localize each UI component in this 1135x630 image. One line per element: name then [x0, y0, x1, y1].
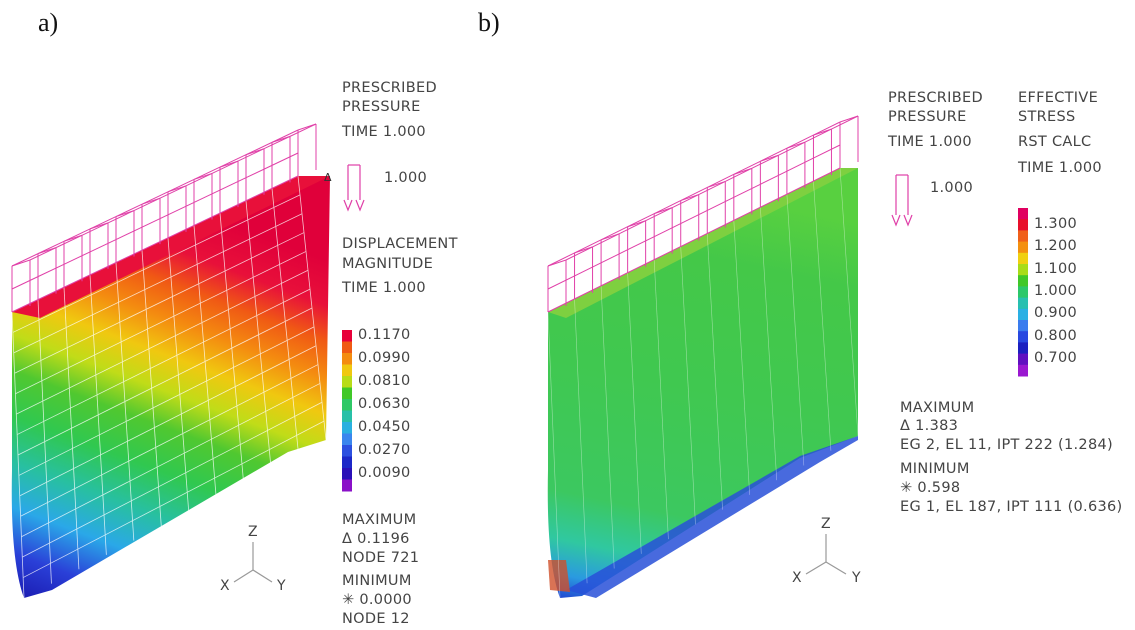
panel-a-max-marker-icon: Δ	[324, 171, 332, 184]
panel-b-load-value: 1.000	[930, 180, 974, 196]
color-scale-swatch	[342, 399, 352, 411]
color-scale-swatch	[342, 456, 352, 469]
color-scale-label: 0.0090	[358, 464, 411, 481]
color-scale-swatch	[342, 410, 352, 423]
panel-a-min-title: MINIMUM	[342, 573, 412, 589]
color-scale-swatch	[1018, 353, 1028, 366]
panel-a-max-location: NODE 721	[342, 550, 420, 566]
panel-a-axis-x-label: X	[220, 578, 230, 594]
color-scale-label: 0.0810	[358, 372, 411, 389]
panel-b-pressure-arrow-icon	[891, 174, 913, 227]
panel-a-field-title-1: DISPLACEMENT	[342, 236, 458, 252]
panel-b-wall-top	[548, 168, 858, 318]
color-scale-swatch	[1018, 364, 1028, 377]
panel-a-axis-z-label: Z	[248, 524, 258, 540]
color-scale-swatch	[342, 387, 352, 400]
color-scale-swatch	[342, 422, 352, 434]
panel-b-axis-triad-icon	[805, 534, 847, 575]
color-scale-swatch	[342, 364, 352, 377]
color-scale-label: 0.700	[1034, 350, 1078, 367]
color-scale-label: 0.900	[1034, 305, 1078, 322]
panel-b-max-location: EG 2, EL 11, IPT 222 (1.284)	[900, 437, 1113, 453]
panel-a-min-value: ✳ 0.0000	[342, 592, 412, 608]
color-scale-label: 0.0630	[358, 395, 411, 412]
panel-a-max-value: Δ 0.1196	[342, 531, 410, 547]
color-scale-label: 0.0270	[358, 441, 411, 458]
color-scale-swatch	[342, 376, 352, 388]
color-scale-swatch	[342, 353, 352, 365]
panel-a-load-title-2: PRESSURE	[342, 99, 421, 115]
color-scale-swatch	[1018, 208, 1028, 220]
panel-b-field-title-2: STRESS	[1018, 109, 1076, 125]
panel-b-max-title: MAXIMUM	[900, 400, 975, 416]
panel-b-pressure-frame	[547, 115, 859, 313]
color-scale-label: 1.200	[1034, 238, 1078, 255]
color-scale-label: 1.000	[1034, 283, 1078, 299]
panel-b-min-value: ✳ 0.598	[900, 480, 961, 496]
panel-a-min-location: NODE 12	[342, 611, 410, 627]
panel-a-label: a)	[38, 8, 59, 37]
color-scale-label: 1.300	[1034, 215, 1078, 232]
color-scale-label: 0.800	[1034, 327, 1078, 344]
panel-b-min-title: MINIMUM	[900, 461, 970, 477]
panel-a-field-time: TIME 1.000	[342, 280, 426, 296]
panel-a-pressure-frame	[11, 123, 317, 313]
panel-b-field-calc: RST CALC	[1018, 134, 1092, 150]
panel-b-axis-y-label: Y	[852, 570, 861, 586]
panel-a-axis-triad-icon	[233, 542, 273, 583]
panel-b-axis-x-label: X	[792, 570, 802, 586]
panel-b-load-title-2: PRESSURE	[888, 109, 967, 125]
color-scale-swatch	[342, 433, 352, 446]
color-scale-swatch	[1018, 297, 1028, 310]
color-scale-swatch	[342, 468, 352, 480]
panel-b-wall-front	[547, 168, 858, 598]
panel-a-load-title-1: PRESCRIBED	[342, 80, 437, 96]
panel-a-load-time: TIME 1.000	[342, 124, 426, 140]
panel-b-field-title-1: EFFECTIVE	[1018, 90, 1099, 106]
panel-a-load-value: 1.000	[384, 170, 428, 186]
color-scale-label: 0.1170	[358, 326, 411, 343]
panel-a-field-title-2: MAGNITUDE	[342, 256, 434, 272]
color-scale-swatch	[1018, 331, 1028, 343]
panel-a-wall-top	[12, 176, 330, 318]
panel-b-field-time: TIME 1.000	[1018, 160, 1102, 176]
color-scale-swatch	[342, 445, 352, 457]
color-scale-swatch	[342, 341, 352, 354]
color-scale-swatch	[1018, 252, 1028, 265]
panel-a-max-title: MAXIMUM	[342, 512, 417, 528]
color-scale-swatch	[1018, 219, 1028, 231]
color-scale-swatch	[342, 330, 352, 342]
color-scale-swatch	[1018, 275, 1028, 287]
panel-b-mesh	[547, 167, 859, 599]
color-scale-swatch	[1018, 241, 1028, 254]
color-scale-label: 0.0450	[358, 418, 411, 435]
color-scale-swatch	[1018, 230, 1028, 243]
panel-b-max-value: Δ 1.383	[900, 418, 959, 434]
panel-b-load-title-1: PRESCRIBED	[888, 90, 983, 106]
panel-b-min-location: EG 1, EL 187, IPT 111 (0.636)	[900, 499, 1123, 515]
panel-b-corner-hotspot	[548, 560, 570, 592]
color-scale-swatch	[1018, 264, 1028, 276]
panel-b-load-time: TIME 1.000	[888, 134, 972, 150]
color-scale-swatch	[342, 479, 352, 492]
panel-a-color-scale	[342, 330, 352, 492]
color-scale-swatch	[1018, 320, 1028, 332]
panel-b-label: b)	[478, 8, 500, 37]
panel-a-axis-y-label: Y	[277, 578, 286, 594]
panel-a-pressure-arrow-icon	[343, 164, 365, 212]
panel-a-mesh	[11, 175, 327, 599]
color-scale-swatch	[1018, 342, 1028, 355]
color-scale-swatch	[1018, 308, 1028, 321]
panel-b-color-scale	[1018, 208, 1028, 377]
panel-b-axis-z-label: Z	[821, 516, 831, 532]
color-scale-label: 0.0990	[358, 349, 411, 366]
color-scale-swatch	[1018, 286, 1028, 299]
color-scale-label: 1.100	[1034, 260, 1078, 277]
panel-b-wall-base	[566, 436, 858, 598]
